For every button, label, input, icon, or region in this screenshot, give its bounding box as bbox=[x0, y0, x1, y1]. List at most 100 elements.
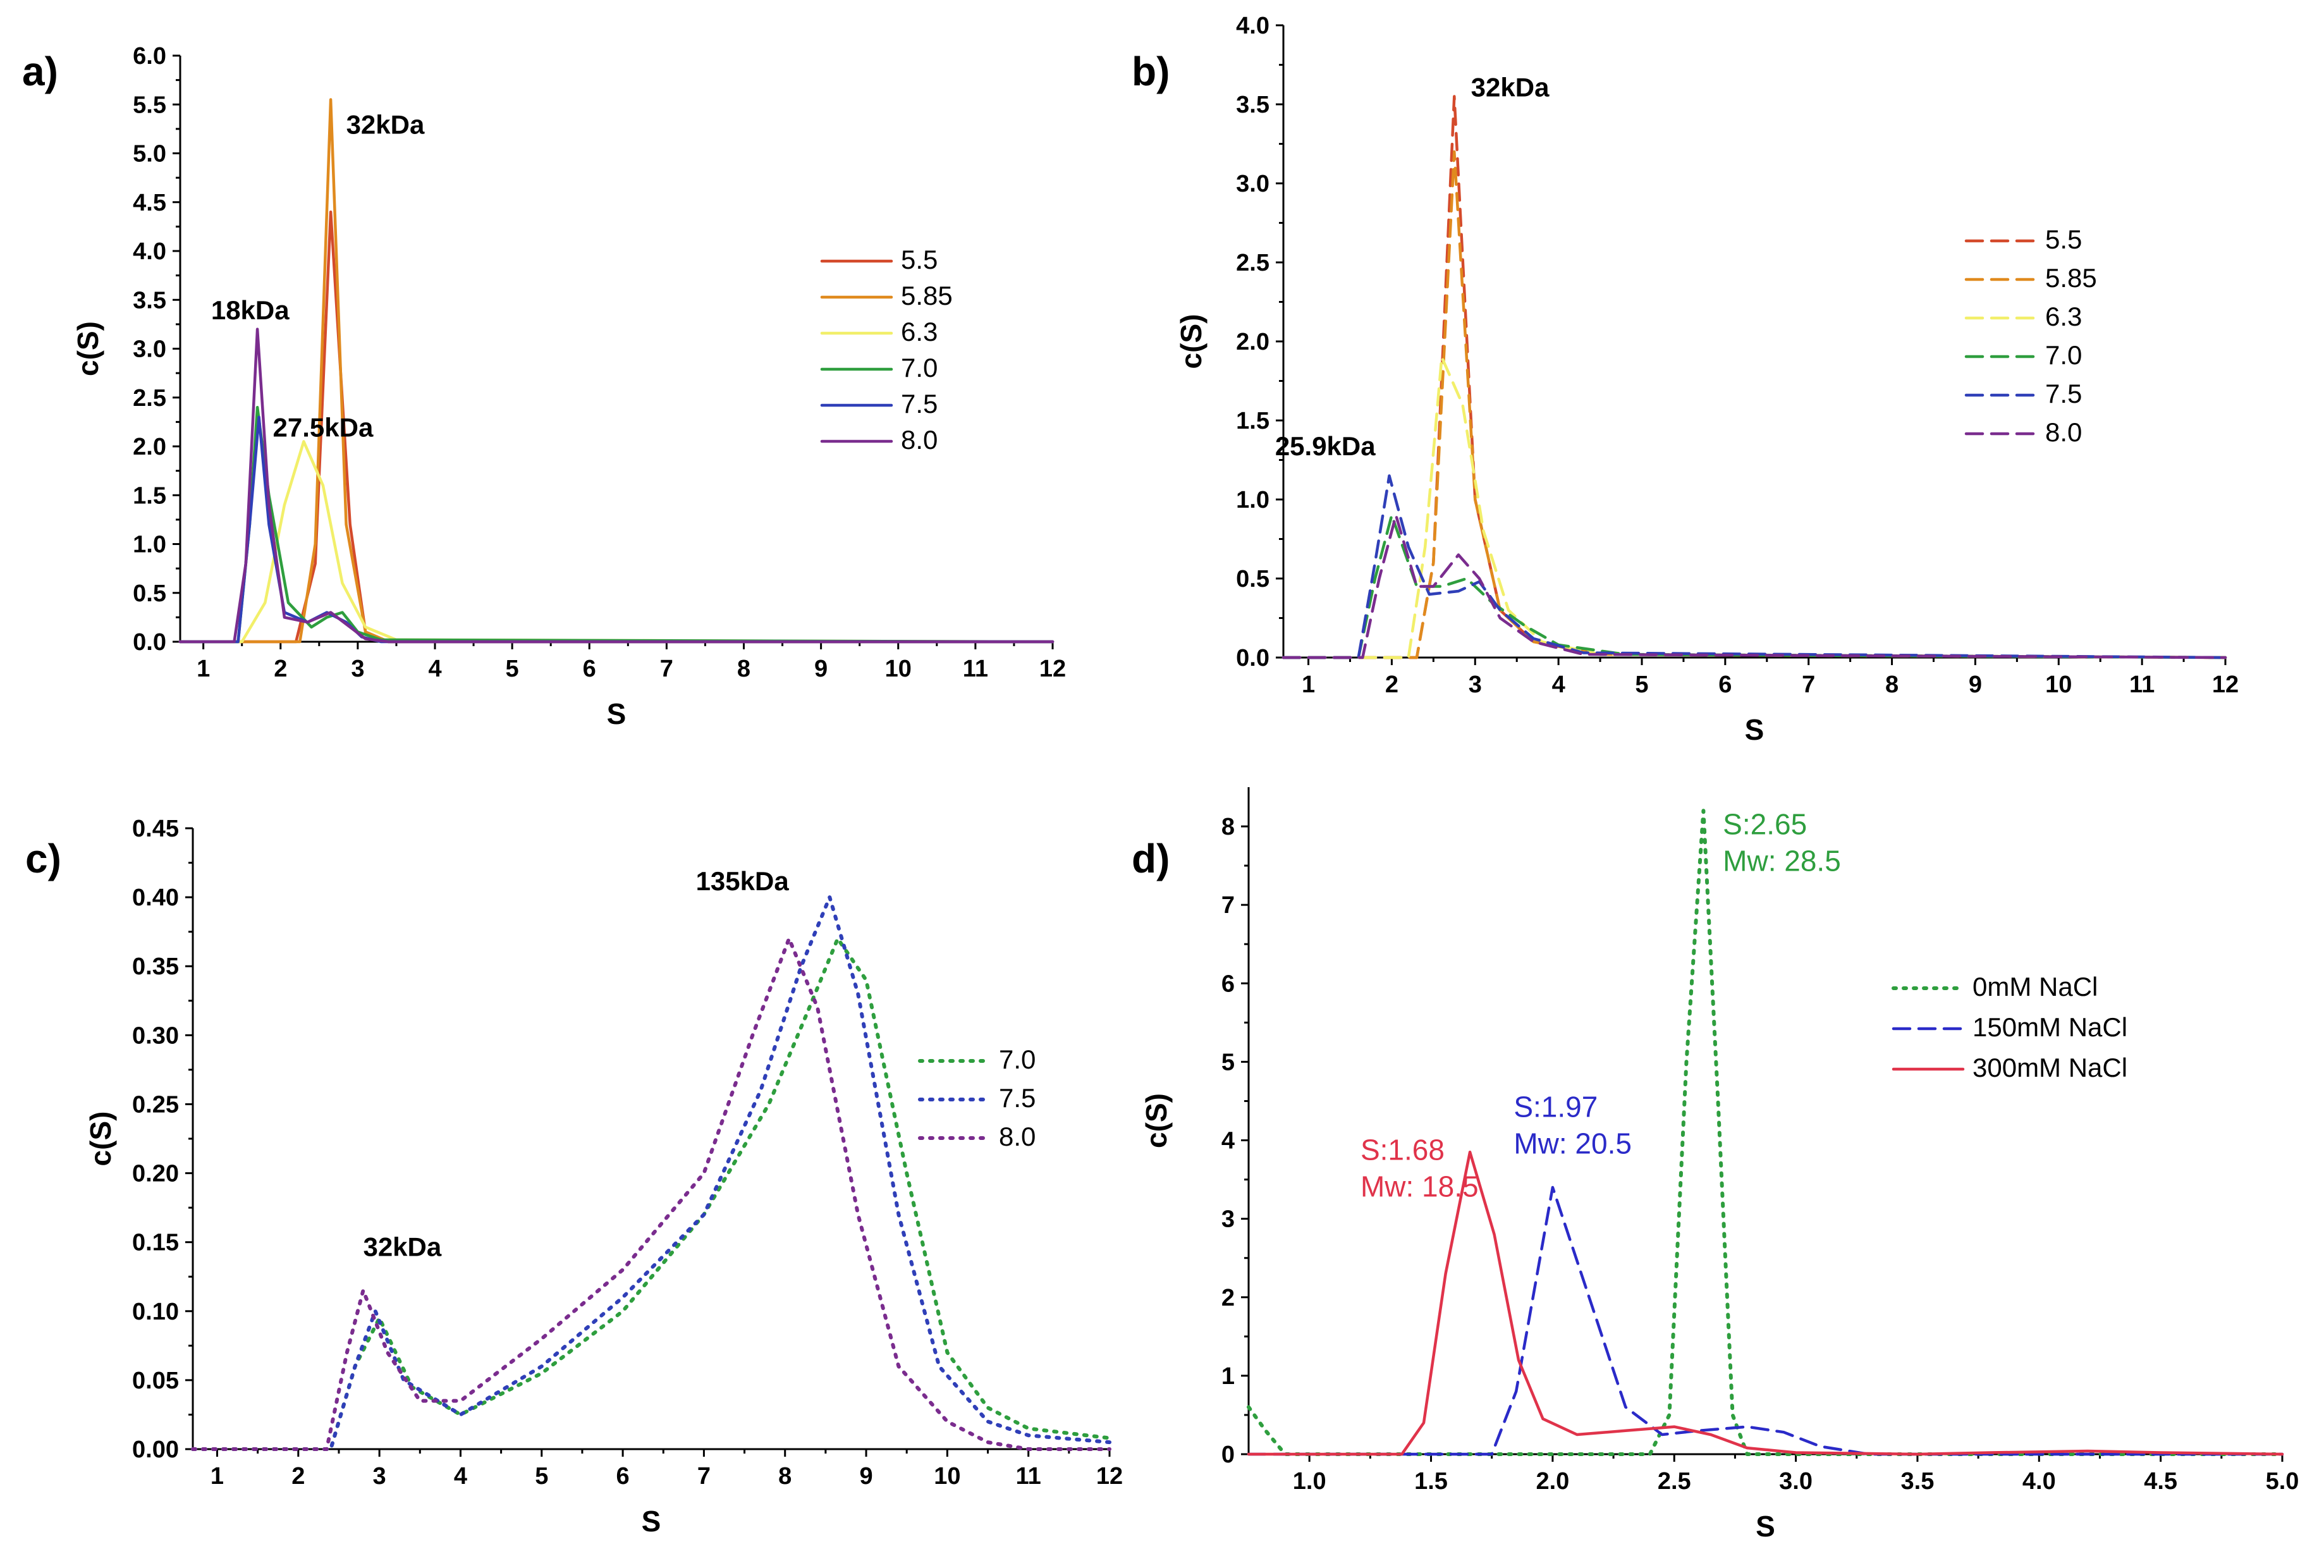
x-axis-label: S bbox=[1756, 1510, 1775, 1543]
x-tick-label: 5 bbox=[506, 656, 519, 682]
series-line-7-5 bbox=[191, 895, 1111, 1451]
y-tick-label: 3.0 bbox=[1236, 171, 1269, 197]
y-tick-label: 0.0 bbox=[1236, 645, 1269, 671]
panel-label: c) bbox=[25, 836, 61, 881]
y-tick-label: 4.0 bbox=[1236, 13, 1269, 39]
x-tick-label: 12 bbox=[2212, 671, 2239, 698]
y-tick-label: 3.5 bbox=[1236, 92, 1269, 118]
annotation: 25.9kDa bbox=[1275, 431, 1376, 461]
y-tick-label: 0.05 bbox=[132, 1368, 179, 1394]
x-axis-label: S bbox=[642, 1505, 661, 1538]
x-tick-label: 8 bbox=[1885, 671, 1899, 698]
series-line-8-0 bbox=[1281, 513, 2227, 659]
annotation: S:2.65 bbox=[1723, 807, 1807, 840]
x-tick-label: 2.0 bbox=[1536, 1468, 1569, 1495]
legend-label: 6.3 bbox=[901, 317, 938, 346]
annotation: 32kDa bbox=[363, 1232, 441, 1261]
x-tick-label: 5 bbox=[1635, 671, 1648, 698]
legend-label: 8.0 bbox=[901, 425, 938, 455]
panel-label: b) bbox=[1132, 49, 1170, 94]
series-line-6-3 bbox=[1281, 355, 2227, 659]
legend-label: 5.85 bbox=[901, 281, 953, 310]
y-tick-label: 1.5 bbox=[133, 482, 166, 509]
x-tick-label: 3.0 bbox=[1779, 1468, 1813, 1495]
y-tick-label: 0.5 bbox=[133, 580, 166, 607]
y-tick-label: 0.0 bbox=[133, 629, 166, 656]
annotation: S:1.68 bbox=[1361, 1134, 1445, 1167]
x-tick-label: 6 bbox=[1718, 671, 1732, 698]
series-line-6-3 bbox=[178, 440, 1055, 644]
x-tick-label: 4 bbox=[1552, 671, 1565, 698]
series-line-7-0 bbox=[1281, 513, 2227, 659]
x-tick-label: 5 bbox=[535, 1463, 548, 1490]
x-tick-label: 1 bbox=[1302, 671, 1315, 698]
legend-label: 150mM NaCl bbox=[1972, 1012, 2127, 1042]
x-tick-label: 1.5 bbox=[1414, 1468, 1448, 1495]
y-tick-label: 0.15 bbox=[132, 1230, 179, 1256]
x-tick-label: 11 bbox=[2129, 671, 2155, 698]
y-tick-label: 6.0 bbox=[133, 43, 166, 70]
legend-label: 5.5 bbox=[901, 245, 938, 274]
y-tick-label: 7 bbox=[1221, 892, 1235, 919]
x-tick-label: 3 bbox=[351, 656, 364, 682]
y-tick-label: 4 bbox=[1221, 1128, 1235, 1155]
x-tick-label: 9 bbox=[859, 1463, 872, 1490]
y-tick-label: 5.0 bbox=[133, 141, 166, 168]
y-tick-label: 4.0 bbox=[133, 238, 166, 265]
legend-label: 7.0 bbox=[901, 353, 938, 383]
annotation-line2: Mw: 18.5 bbox=[1361, 1170, 1479, 1203]
y-axis-label: c(S) bbox=[1175, 314, 1208, 369]
y-tick-label: 0.30 bbox=[132, 1022, 179, 1049]
x-tick-label: 12 bbox=[1039, 656, 1066, 682]
x-tick-label: 3 bbox=[373, 1463, 386, 1490]
annotation-line2: Mw: 28.5 bbox=[1723, 844, 1841, 877]
y-axis-label: c(S) bbox=[1140, 1093, 1173, 1148]
x-tick-label: 4 bbox=[454, 1463, 467, 1490]
annotation: 32kDa bbox=[1471, 73, 1550, 102]
y-tick-label: 1 bbox=[1221, 1363, 1235, 1390]
chart-panel-2: c) 0.00 0.05 0.10 0.15 0.20 0.25 0.30 0.35 0.40 0.… bbox=[25, 816, 1123, 1538]
legend-label: 7.0 bbox=[999, 1044, 1036, 1074]
legend-label: 8.0 bbox=[999, 1122, 1036, 1151]
x-tick-label: 2 bbox=[1385, 671, 1398, 698]
annotation: S:1.97 bbox=[1514, 1090, 1598, 1123]
series-line-8-0 bbox=[178, 328, 1055, 644]
y-tick-label: 4.5 bbox=[133, 190, 166, 216]
y-tick-label: 5.5 bbox=[133, 92, 166, 118]
x-tick-label: 7 bbox=[697, 1463, 711, 1490]
panel-label: a) bbox=[22, 49, 58, 94]
x-tick-label: 2.5 bbox=[1658, 1468, 1691, 1495]
series-line-7-0 bbox=[191, 936, 1111, 1451]
y-axis-label: c(S) bbox=[71, 321, 104, 376]
annotation: 27.5kDa bbox=[273, 413, 374, 443]
x-tick-label: 2 bbox=[291, 1463, 305, 1490]
legend-label: 5.5 bbox=[2045, 224, 2082, 254]
x-tick-label: 4.0 bbox=[2022, 1468, 2056, 1495]
x-tick-label: 7 bbox=[660, 656, 673, 682]
legend-label: 0mM NaCl bbox=[1972, 972, 2098, 1001]
y-tick-label: 0.20 bbox=[132, 1161, 179, 1187]
panel-label: d) bbox=[1132, 836, 1170, 881]
y-tick-label: 0.45 bbox=[132, 816, 179, 842]
legend-label: 8.0 bbox=[2045, 417, 2082, 447]
legend-label: 300mM NaCl bbox=[1972, 1053, 2127, 1082]
chart-panel-0: a) 0.0 0.5 1.0 1.5 2.0 2.5 3.0 3.5 4.0 4.5 5.0 5.5 6.… bbox=[22, 43, 1066, 730]
y-tick-label: 1.5 bbox=[1236, 408, 1269, 434]
x-tick-label: 4 bbox=[428, 656, 441, 682]
y-tick-label: 3.0 bbox=[133, 336, 166, 363]
y-tick-label: 2.5 bbox=[1236, 250, 1269, 276]
x-tick-label: 11 bbox=[1016, 1463, 1041, 1490]
x-tick-label: 12 bbox=[1096, 1463, 1123, 1490]
y-tick-label: 5 bbox=[1221, 1049, 1235, 1075]
x-tick-label: 3 bbox=[1469, 671, 1482, 698]
y-tick-label: 3.5 bbox=[133, 287, 166, 314]
x-tick-label: 1 bbox=[197, 656, 210, 682]
y-tick-label: 3 bbox=[1221, 1206, 1235, 1233]
y-tick-label: 2.5 bbox=[133, 385, 166, 412]
x-axis-label: S bbox=[607, 697, 627, 730]
x-tick-label: 1 bbox=[211, 1463, 224, 1490]
annotation: 135kDa bbox=[696, 866, 790, 896]
series-line-5-5 bbox=[1281, 95, 2227, 659]
x-tick-label: 2 bbox=[274, 656, 287, 682]
